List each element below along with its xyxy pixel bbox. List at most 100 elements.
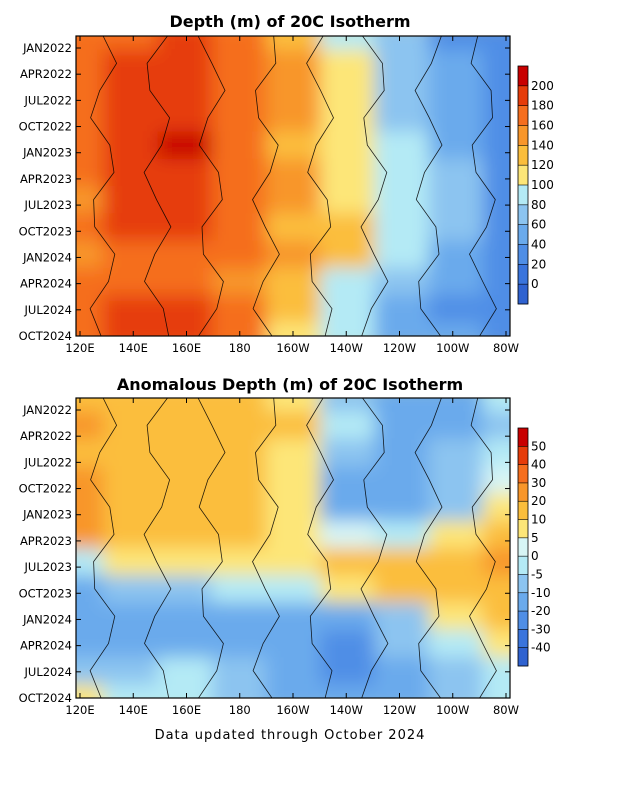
grid-cell <box>157 629 213 659</box>
footer-note: Data updated through October 2024 <box>155 728 426 743</box>
grid-cell <box>428 36 484 51</box>
grid-cell <box>265 295 322 324</box>
grid-cell <box>428 76 484 106</box>
colorbar-swatch <box>518 145 528 166</box>
grid-cell <box>374 49 430 78</box>
colorbar-swatch <box>518 501 528 520</box>
colorbar-label: -5 <box>531 567 543 581</box>
grid-cell <box>428 398 484 413</box>
grid-cell <box>103 657 159 686</box>
grid-cell <box>428 267 484 297</box>
grid-cell <box>157 493 213 522</box>
colorbar-label: -10 <box>531 586 551 600</box>
grid-cell <box>211 76 267 106</box>
grid-cell <box>157 76 213 106</box>
colorbar-label: 20 <box>531 257 546 271</box>
grid-cell <box>211 295 267 324</box>
colorbar-swatch <box>518 446 528 465</box>
colorbar-swatch <box>518 165 528 186</box>
colorbar-swatch <box>518 482 528 502</box>
grid-cell <box>320 520 376 549</box>
contour-line <box>143 36 172 336</box>
grid-cell <box>265 438 322 468</box>
x-tick-label: 160E <box>172 341 201 355</box>
grid-cell <box>265 186 322 215</box>
colorbar-label: -30 <box>531 622 551 636</box>
colorbar-swatch <box>518 66 528 87</box>
contour-line <box>252 398 280 698</box>
colorbar-swatch <box>518 185 528 206</box>
grid-cell <box>76 493 105 522</box>
grid-cell <box>157 158 213 187</box>
y-tick-label: OCT2022 <box>19 120 72 134</box>
contour-line <box>306 398 334 698</box>
contour-line <box>414 36 443 336</box>
colorbar-label: 80 <box>531 198 546 212</box>
x-tick-label: 140E <box>119 341 148 355</box>
x-tick-label: 120E <box>65 341 94 355</box>
grid-cell <box>211 575 267 604</box>
grid-cell <box>76 186 105 215</box>
grid-cell <box>265 520 322 549</box>
colorbar-swatch <box>518 224 528 245</box>
x-tick-label: 80W <box>493 703 519 717</box>
y-tick-label: JUL2024 <box>24 665 72 679</box>
y-tick-label: JAN2023 <box>22 508 72 522</box>
grid-cell <box>76 240 105 269</box>
colorbar-swatch <box>518 647 528 667</box>
y-tick-label: JUL2023 <box>24 560 72 574</box>
grid-cell <box>157 186 213 215</box>
grid-cell <box>76 629 105 659</box>
grid-cell <box>211 398 267 413</box>
grid-cell <box>103 411 159 440</box>
grid-cell <box>265 629 322 659</box>
grid-cell <box>320 49 376 78</box>
y-tick-label: JAN2024 <box>22 612 72 626</box>
grid-cell <box>103 548 159 577</box>
x-tick-label: 140W <box>330 341 363 355</box>
y-tick-label: APR2024 <box>20 639 72 653</box>
y-tick-label: JUL2024 <box>24 303 72 317</box>
x-tick-label: 180 <box>229 341 251 355</box>
x-tick-label: 160W <box>276 341 309 355</box>
colorbar-label: 10 <box>531 513 546 527</box>
contour-line <box>197 36 226 336</box>
contour-line <box>252 36 280 336</box>
grid-cell <box>265 158 322 187</box>
grid-cell <box>157 438 213 468</box>
grid-cell <box>76 520 105 549</box>
colorbar-swatch <box>518 592 528 612</box>
y-tick-label: JAN2022 <box>22 403 72 417</box>
x-tick-label: 160W <box>276 703 309 717</box>
colorbar-label: -20 <box>531 604 551 618</box>
grid-cell <box>157 684 213 698</box>
grid-cell <box>76 267 105 297</box>
grid-cell <box>76 158 105 187</box>
grid-cell <box>428 520 484 549</box>
grid-cell <box>320 104 376 133</box>
grid-cell <box>428 213 484 242</box>
y-tick-label: JAN2023 <box>22 146 72 160</box>
grid-cell <box>482 240 510 269</box>
x-tick-label: 100W <box>436 703 469 717</box>
grid-cell <box>103 186 159 215</box>
contour-line <box>469 36 497 336</box>
grid-cell <box>103 684 159 698</box>
grid-cell <box>265 657 322 686</box>
contour-line <box>143 398 172 698</box>
colorbar-label: 40 <box>531 458 546 472</box>
grid-cell <box>320 657 376 686</box>
grid-cell <box>76 548 105 577</box>
grid-cell <box>482 493 510 522</box>
colorbar-label: -40 <box>531 641 551 655</box>
contour-line <box>414 398 443 698</box>
grid-cell <box>374 602 430 631</box>
grid-cell <box>320 186 376 215</box>
grid-cell <box>265 104 322 133</box>
contour-line <box>469 398 497 698</box>
grid-cell <box>265 684 322 698</box>
colorbar-label: 40 <box>531 238 546 252</box>
grid-cell <box>103 131 159 160</box>
